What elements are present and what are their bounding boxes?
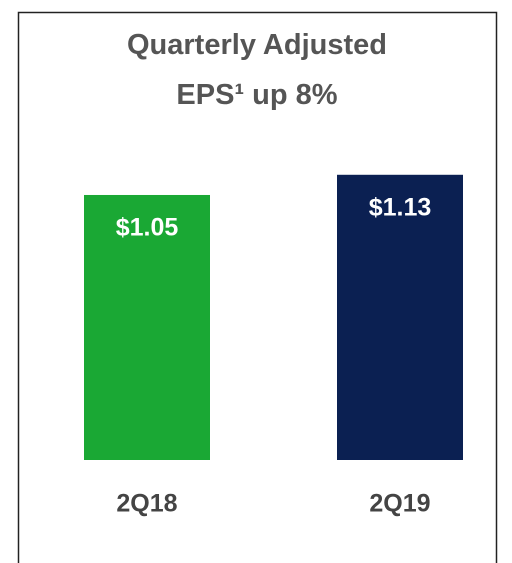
value-label: $1.05 bbox=[116, 214, 179, 242]
x-tick-label: 2Q19 bbox=[369, 490, 430, 518]
frame bbox=[17, 11, 498, 563]
bar bbox=[337, 174, 463, 460]
bar bbox=[84, 194, 210, 461]
title-box: Quarterly Adjusted EPS¹ up 8% bbox=[127, 29, 387, 111]
chart-title: Quarterly Adjusted EPS¹ up 8% bbox=[127, 29, 387, 111]
x-tick-label: 2Q18 bbox=[116, 490, 177, 518]
value-label: $1.13 bbox=[369, 193, 432, 221]
